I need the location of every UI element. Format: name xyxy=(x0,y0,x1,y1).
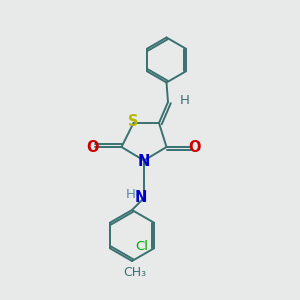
Text: N: N xyxy=(135,190,147,205)
Text: S: S xyxy=(128,114,139,129)
Text: N: N xyxy=(138,154,150,169)
Text: O: O xyxy=(188,140,201,154)
Text: CH₃: CH₃ xyxy=(123,266,147,280)
Text: O: O xyxy=(86,140,99,154)
Text: H: H xyxy=(126,188,135,202)
Text: H: H xyxy=(180,94,189,107)
Text: Cl: Cl xyxy=(136,240,148,253)
